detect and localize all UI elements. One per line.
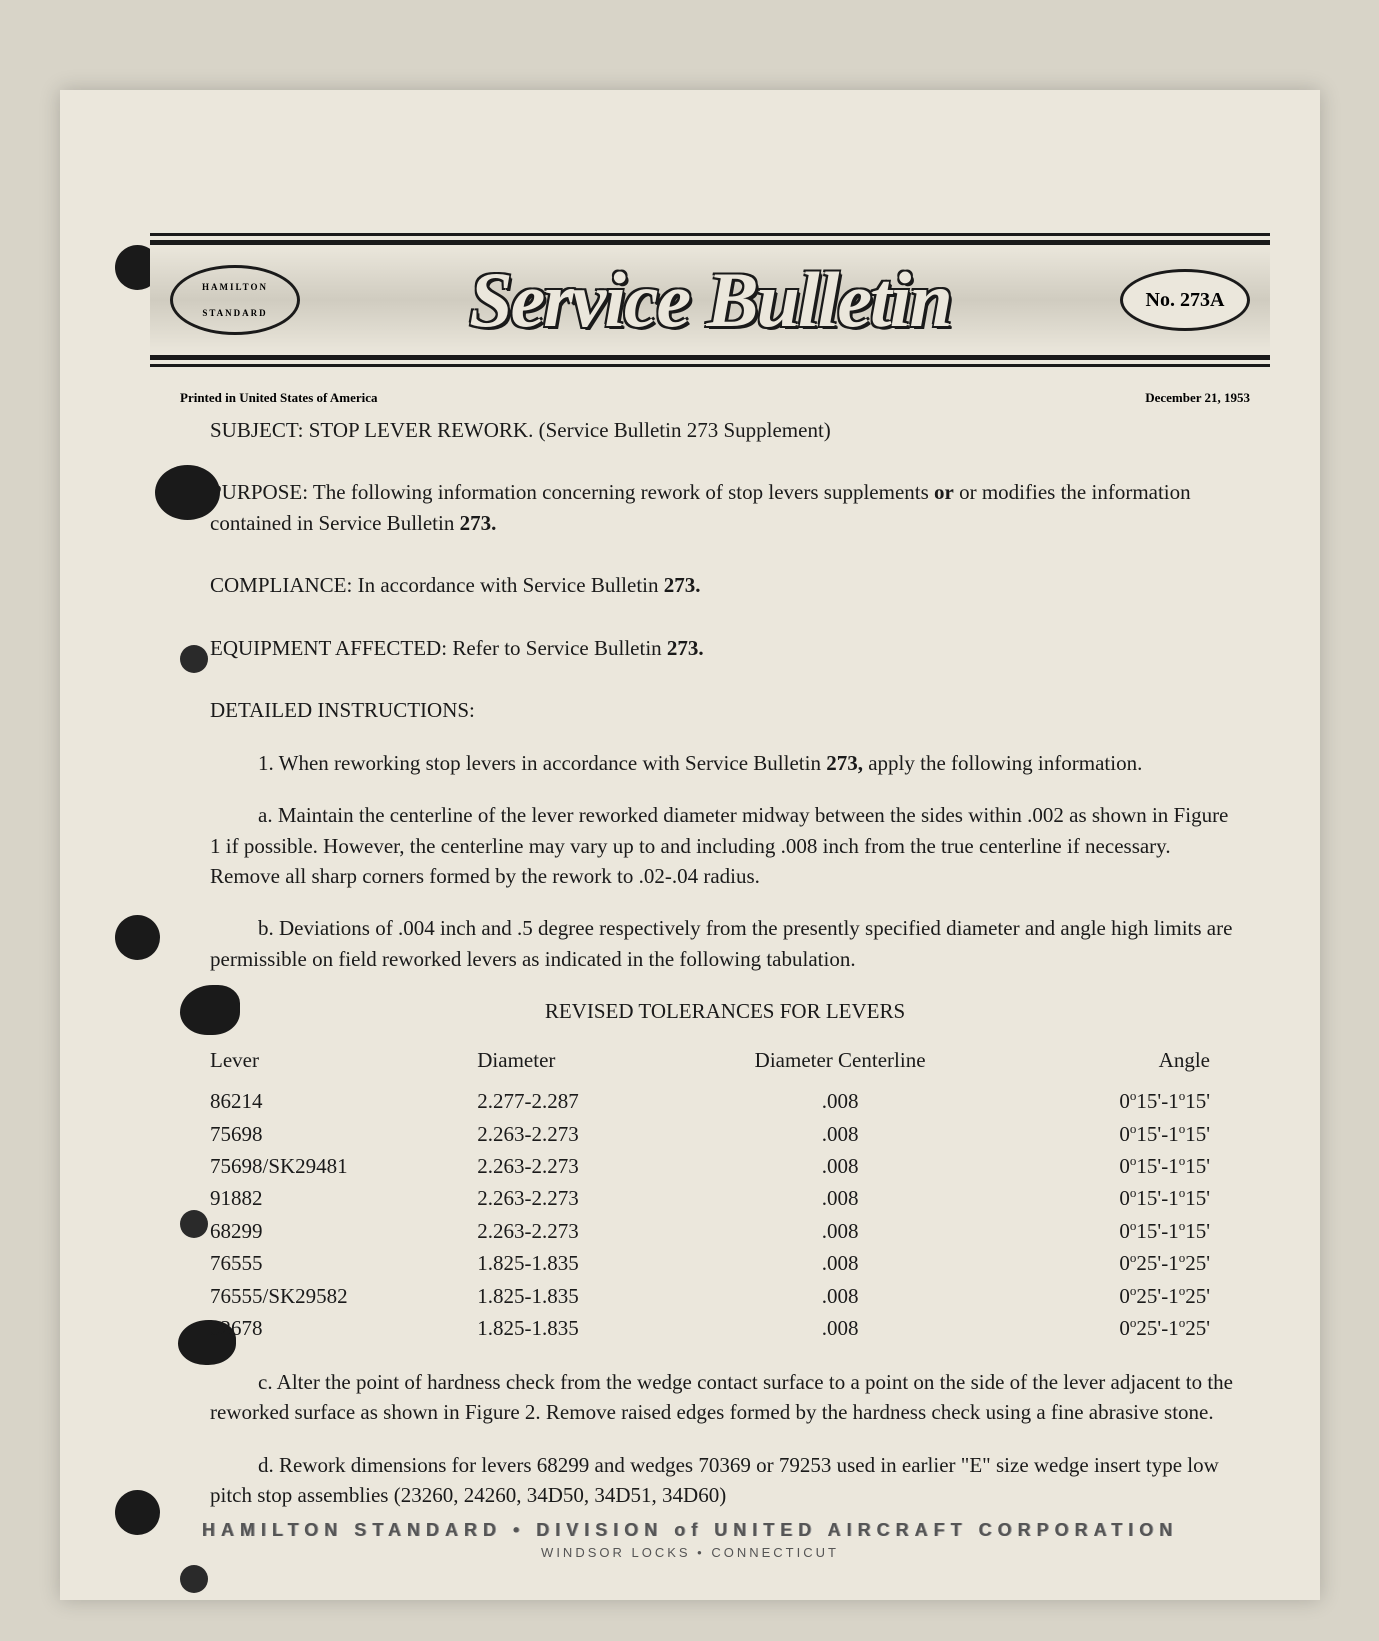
compliance-block: COMPLIANCE: In accordance with Service B…	[210, 570, 1240, 600]
cell-centerline: .008	[674, 1085, 1006, 1117]
bulletin-number-badge: No. 273A	[1120, 269, 1250, 331]
item1-ref: 273,	[826, 751, 863, 775]
compliance-label: COMPLIANCE:	[210, 573, 352, 597]
subject-paren: (Service Bulletin 273 Supplement)	[539, 418, 831, 442]
cell-lever: 68299	[210, 1215, 477, 1247]
cell-centerline: .008	[674, 1280, 1006, 1312]
subject-label: SUBJECT:	[210, 418, 303, 442]
logo-text-top: HAMILTON	[202, 282, 268, 292]
cell-centerline: .008	[674, 1182, 1006, 1214]
cell-angle: 0o15'-1o15'	[1006, 1150, 1240, 1182]
cell-angle: 0o15'-1o15'	[1006, 1215, 1240, 1247]
col-diameter: Diameter	[477, 1045, 674, 1085]
table-row: 756982.263-2.273.0080o15'-1o15'	[210, 1118, 1240, 1150]
cell-centerline: .008	[674, 1247, 1006, 1279]
cell-diameter: 2.277-2.287	[477, 1085, 674, 1117]
document-body: SUBJECT: STOP LEVER REWORK. (Service Bul…	[210, 415, 1240, 1518]
cell-diameter: 2.263-2.273	[477, 1215, 674, 1247]
cell-diameter: 1.825-1.835	[477, 1312, 674, 1344]
table-row: 765551.825-1.835.0080o25'-1o25'	[210, 1247, 1240, 1279]
table-title: REVISED TOLERANCES FOR LEVERS	[210, 996, 1240, 1026]
cell-diameter: 1.825-1.835	[477, 1280, 674, 1312]
punch-hole	[180, 1565, 208, 1593]
hamilton-standard-logo: HAMILTON STANDARD	[170, 265, 300, 335]
equipment-text: Refer to Service Bulletin	[452, 636, 667, 660]
equipment-block: EQUIPMENT AFFECTED: Refer to Service Bul…	[210, 633, 1240, 663]
col-lever: Lever	[210, 1045, 477, 1085]
cell-diameter: 2.263-2.273	[477, 1150, 674, 1182]
punch-hole	[180, 1210, 208, 1238]
cell-angle: 0o15'-1o15'	[1006, 1118, 1240, 1150]
cell-centerline: .008	[674, 1312, 1006, 1344]
cell-angle: 0o25'-1o25'	[1006, 1280, 1240, 1312]
cell-angle: 0o15'-1o15'	[1006, 1182, 1240, 1214]
cell-lever: 76555	[210, 1247, 477, 1279]
compliance-text: In accordance with Service Bulletin	[358, 573, 664, 597]
bulletin-script-title: Service Bulletin	[300, 255, 1120, 345]
cell-lever: 86214	[210, 1085, 477, 1117]
cell-diameter: 2.263-2.273	[477, 1118, 674, 1150]
subject-line: SUBJECT: STOP LEVER REWORK. (Service Bul…	[210, 415, 1240, 445]
cell-diameter: 1.825-1.835	[477, 1247, 674, 1279]
item1-text: 1. When reworking stop levers in accorda…	[258, 751, 826, 775]
cell-centerline: .008	[674, 1215, 1006, 1247]
document-page: HAMILTON STANDARD Service Bulletin No. 2…	[60, 90, 1320, 1600]
cell-centerline: .008	[674, 1118, 1006, 1150]
cell-diameter: 2.263-2.273	[477, 1182, 674, 1214]
table-row: 926781.825-1.835.0080o25'-1o25'	[210, 1312, 1240, 1344]
subject-text: STOP LEVER REWORK.	[309, 418, 534, 442]
cell-lever: 75698	[210, 1118, 477, 1150]
cell-centerline: .008	[674, 1150, 1006, 1182]
item1-tail: apply the following information.	[863, 751, 1142, 775]
purpose-text-a: The following information concerning rew…	[313, 480, 934, 504]
table-row: 682992.263-2.273.0080o15'-1o15'	[210, 1215, 1240, 1247]
instruction-item-b: b. Deviations of .004 inch and .5 degree…	[210, 913, 1240, 974]
meta-row: Printed in United States of America Dece…	[180, 390, 1250, 406]
logo-text-bottom: STANDARD	[202, 308, 267, 318]
table-row: 75698/SK294812.263-2.273.0080o15'-1o15'	[210, 1150, 1240, 1182]
purpose-label: PURPOSE:	[210, 480, 308, 504]
purpose-block: PURPOSE: The following information conce…	[210, 477, 1240, 538]
cell-angle: 0o15'-1o15'	[1006, 1085, 1240, 1117]
col-centerline: Diameter Centerline	[674, 1045, 1006, 1085]
purpose-ref: 273.	[460, 511, 497, 535]
cell-lever: 75698/SK29481	[210, 1150, 477, 1182]
punch-hole	[115, 915, 160, 960]
cell-lever: 91882	[210, 1182, 477, 1214]
compliance-ref: 273.	[664, 573, 701, 597]
footer-line-2: WINDSOR LOCKS • CONNECTICUT	[60, 1545, 1320, 1560]
table-header-row: Lever Diameter Diameter Centerline Angle	[210, 1045, 1240, 1085]
instructions-heading: DETAILED INSTRUCTIONS:	[210, 695, 1240, 725]
cell-angle: 0o25'-1o25'	[1006, 1247, 1240, 1279]
footer: HAMILTON STANDARD • DIVISION of UNITED A…	[60, 1520, 1320, 1560]
punch-hole	[180, 645, 208, 673]
equipment-label: EQUIPMENT AFFECTED:	[210, 636, 447, 660]
table-row: 918822.263-2.273.0080o15'-1o15'	[210, 1182, 1240, 1214]
instruction-item-1: 1. When reworking stop levers in accorda…	[210, 748, 1240, 778]
instruction-item-a: a. Maintain the centerline of the lever …	[210, 800, 1240, 891]
printed-in-label: Printed in United States of America	[180, 390, 378, 406]
table-row: 862142.277-2.287.0080o15'-1o15'	[210, 1085, 1240, 1117]
date-label: December 21, 1953	[1145, 390, 1250, 406]
cell-lever: 76555/SK29582	[210, 1280, 477, 1312]
equipment-ref: 273.	[667, 636, 704, 660]
table-row: 76555/SK295821.825-1.835.0080o25'-1o25'	[210, 1280, 1240, 1312]
cell-lever: 92678	[210, 1312, 477, 1344]
col-angle: Angle	[1006, 1045, 1240, 1085]
tolerances-table: Lever Diameter Diameter Centerline Angle…	[210, 1045, 1240, 1345]
cell-angle: 0o25'-1o25'	[1006, 1312, 1240, 1344]
instruction-item-d: d. Rework dimensions for levers 68299 an…	[210, 1450, 1240, 1511]
masthead: HAMILTON STANDARD Service Bulletin No. 2…	[150, 240, 1270, 360]
instruction-item-c: c. Alter the point of hardness check fro…	[210, 1367, 1240, 1428]
purpose-text-strong: or	[934, 480, 954, 504]
footer-line-1: HAMILTON STANDARD • DIVISION of UNITED A…	[60, 1520, 1320, 1541]
